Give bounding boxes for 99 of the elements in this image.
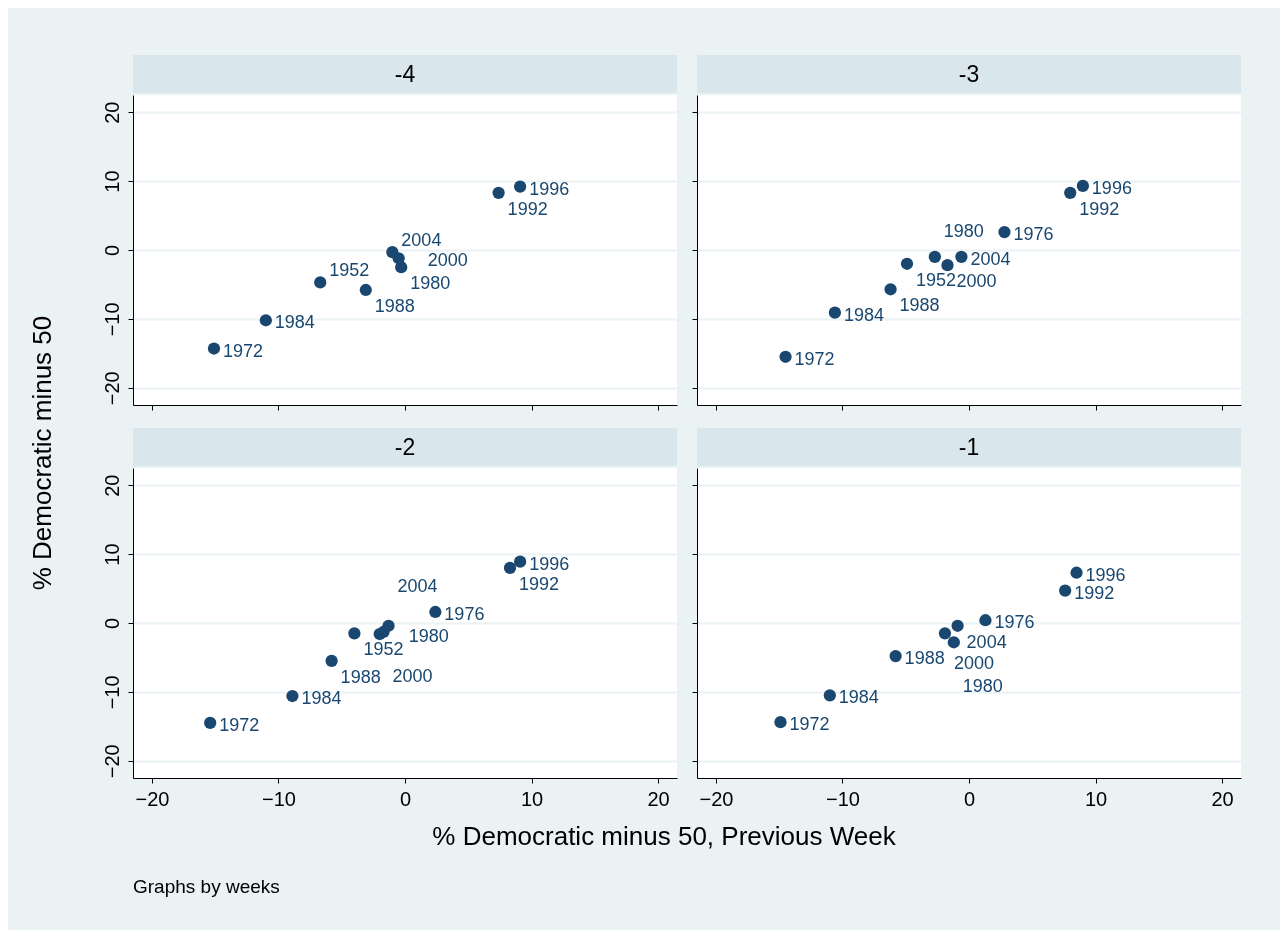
point [900, 257, 914, 270]
annotation: 1988 [374, 295, 415, 316]
point [359, 283, 372, 297]
annotation: 1992 [507, 198, 548, 219]
x-tick-label: −20 [699, 787, 734, 810]
annotation: 2000 [956, 271, 997, 292]
point [884, 283, 897, 296]
x-tick-label: 10 [1084, 787, 1108, 810]
point [259, 314, 272, 327]
annotation: 1984 [843, 304, 884, 325]
y-tick-label: 10 [100, 543, 123, 566]
annotation: 1980 [408, 626, 449, 647]
point [204, 716, 217, 729]
y-tick-label: 0 [100, 244, 123, 257]
chart-title: -3 [697, 55, 1241, 93]
point [955, 250, 968, 263]
x-tick-label: 20 [647, 787, 670, 810]
annotation: 1992 [1074, 582, 1115, 603]
annotation: 1952 [329, 260, 370, 281]
point [779, 350, 792, 363]
annotation: 2004 [970, 248, 1011, 269]
annotation: 1976 [444, 603, 485, 624]
point [429, 605, 442, 619]
point [951, 619, 964, 632]
point [774, 716, 787, 729]
annotation: 1980 [962, 676, 1003, 697]
annotation: 1988 [904, 648, 945, 669]
annotation: 1972 [219, 714, 260, 735]
text: Graphs by weeks [133, 876, 280, 898]
x-tick-label: −20 [135, 787, 170, 810]
y-axis-title: % Democratic minus 50 [26, 315, 58, 591]
annotation: 1972 [789, 714, 830, 735]
chart-title: -1 [697, 428, 1241, 466]
annotation: 1972 [794, 348, 835, 369]
annotation: 1992 [519, 573, 560, 594]
annotation: 1976 [994, 612, 1035, 633]
point [1064, 186, 1077, 199]
annotation: 2004 [401, 230, 442, 251]
y-tick-label: −10 [100, 675, 123, 710]
annotation: 1984 [838, 687, 879, 708]
annotation: 1952 [916, 269, 957, 290]
y-tick-label: −10 [100, 302, 123, 337]
y-tick-label: −20 [100, 744, 123, 779]
y-tick-label: 0 [100, 617, 123, 630]
annotation: 1996 [529, 553, 570, 574]
annotation: 1992 [1079, 198, 1120, 219]
annotation: 1996 [529, 178, 570, 199]
annotation: 1976 [1013, 224, 1054, 245]
annotation: 1996 [1085, 564, 1126, 585]
point [314, 276, 327, 289]
point [828, 306, 842, 319]
point [1070, 566, 1083, 579]
x-tick-label: 10 [520, 787, 544, 810]
point [979, 614, 992, 627]
point [1076, 179, 1089, 193]
annotation: 1984 [301, 688, 342, 709]
point [286, 689, 299, 703]
point [207, 342, 221, 355]
annotation: 1988 [340, 666, 381, 687]
point [1059, 584, 1072, 597]
chart-title: -4 [133, 55, 677, 93]
annotation: 2004 [397, 575, 438, 596]
x-tick-label: 0 [399, 787, 412, 810]
annotation: 1980 [943, 220, 984, 241]
annotation: 2004 [966, 631, 1007, 652]
annotation: 1952 [363, 639, 404, 660]
y-tick-label: −20 [100, 371, 123, 406]
x-tick-label: 0 [963, 787, 976, 810]
chart-title: -2 [133, 428, 677, 466]
y-tick-label: 20 [100, 101, 123, 124]
point [492, 186, 505, 199]
point [503, 561, 517, 574]
x-tick-label: 20 [1211, 787, 1234, 810]
point [514, 180, 527, 193]
x-tick-label: −10 [262, 787, 296, 810]
point [395, 261, 408, 274]
annotation: 1984 [274, 312, 315, 333]
annotation: 1972 [222, 340, 264, 361]
point [947, 636, 960, 649]
point [889, 649, 902, 663]
x-tick-label: −10 [826, 787, 860, 810]
y-tick-label: 20 [100, 474, 123, 497]
point [941, 259, 954, 272]
point [998, 225, 1011, 239]
x-axis-title: % Democratic minus 50, Previous Week [432, 820, 896, 852]
annotation: 2000 [953, 653, 995, 674]
annotation: 2000 [392, 665, 433, 686]
point [823, 689, 836, 702]
point [514, 555, 527, 568]
annotation: 1996 [1091, 177, 1132, 198]
annotation: 2000 [427, 250, 468, 271]
y-tick-label: 10 [100, 170, 123, 193]
point [928, 250, 941, 263]
point [348, 627, 361, 640]
annotation: 1980 [410, 273, 451, 294]
annotation: 1988 [899, 295, 940, 316]
point [938, 627, 952, 640]
point [382, 619, 395, 632]
point [325, 654, 338, 667]
